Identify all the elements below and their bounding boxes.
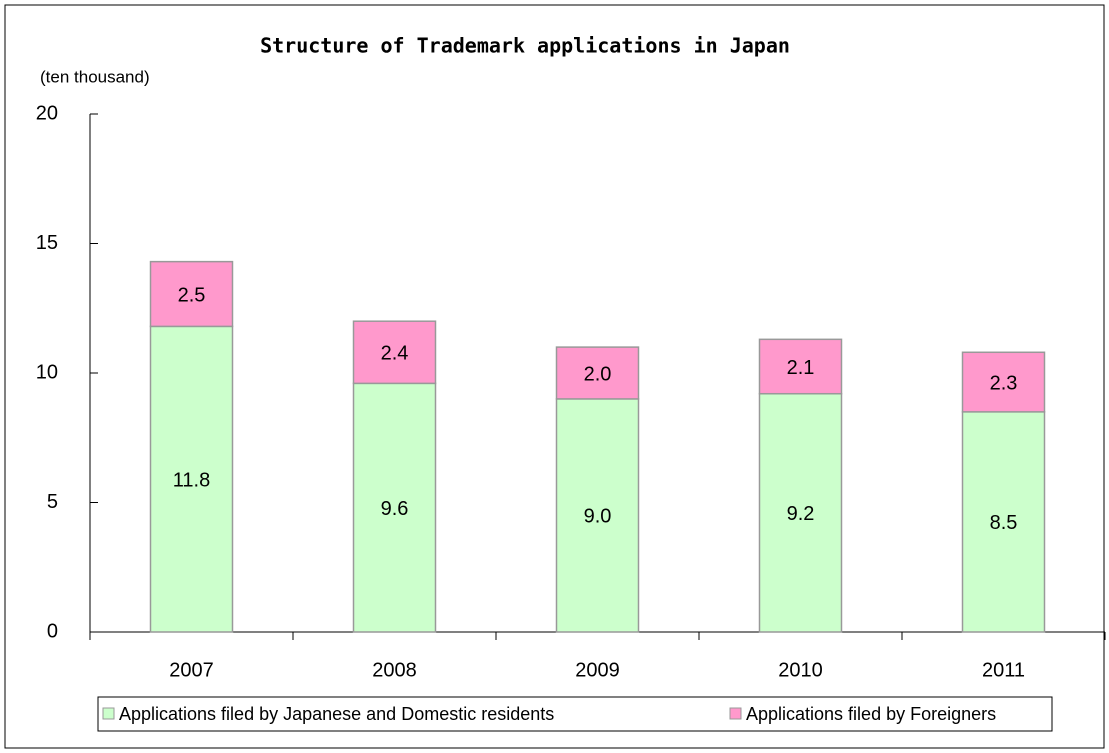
y-tick-label: 10 — [36, 361, 58, 383]
bar-segment — [149, 325, 234, 633]
chart-title: Structure of Trademark applications in J… — [260, 34, 790, 58]
x-tick-label: 2008 — [372, 659, 417, 681]
data-label: 11.8 — [173, 469, 210, 491]
bar-segment — [352, 320, 437, 385]
data-label: 2.0 — [584, 363, 612, 385]
data-label: 9.0 — [584, 506, 612, 528]
bar-segment — [352, 382, 437, 633]
y-tick-label: 0 — [47, 620, 58, 642]
x-tick-label: 2011 — [982, 659, 1025, 681]
legend-label: Applications filed by Japanese and Domes… — [119, 704, 554, 724]
bar-segment — [555, 398, 640, 633]
y-tick-label: 5 — [47, 491, 58, 513]
y-axis-label: (ten thousand) — [40, 67, 150, 86]
bar-segment — [149, 260, 234, 328]
legend-swatch — [102, 707, 115, 720]
x-tick-label: 2010 — [778, 659, 823, 681]
x-tick-label: 2009 — [575, 659, 620, 681]
legend-box — [97, 696, 1053, 732]
y-tick-label: 20 — [36, 102, 58, 124]
legend-swatch — [729, 707, 742, 720]
legend-label: Applications filed by Foreigners — [746, 704, 996, 724]
data-label: 2.3 — [990, 372, 1018, 394]
bar-segment — [961, 351, 1046, 413]
data-label: 2.5 — [178, 284, 206, 306]
data-label: 9.6 — [381, 498, 409, 520]
bar-segment — [555, 346, 640, 400]
bar-segment — [758, 392, 843, 633]
x-tick-label: 2007 — [169, 659, 214, 681]
data-label: 9.2 — [787, 503, 815, 525]
data-label: 8.5 — [990, 512, 1018, 534]
y-tick-label: 15 — [36, 232, 58, 254]
data-label: 2.4 — [381, 343, 409, 365]
data-label: 2.1 — [787, 357, 815, 379]
bar-segment — [758, 338, 843, 395]
